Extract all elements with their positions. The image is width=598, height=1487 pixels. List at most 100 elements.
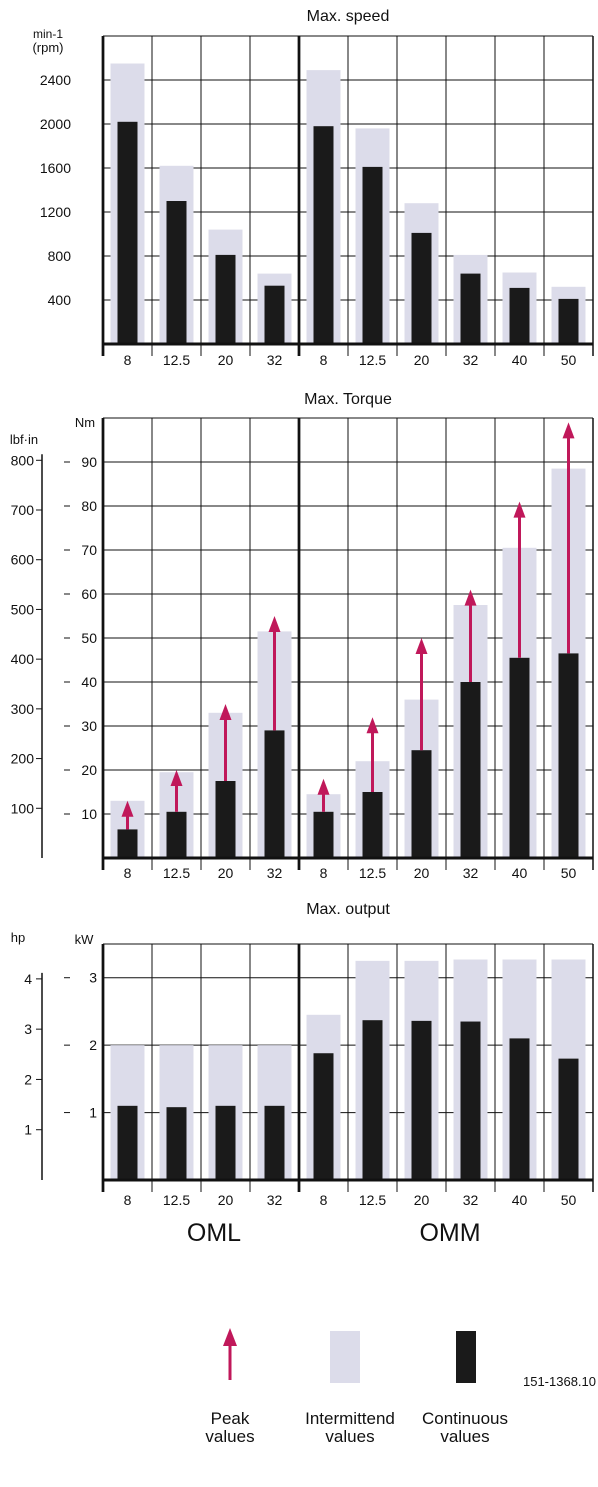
- ytick2-torque-3: 400: [11, 651, 35, 667]
- peak-arrow-head-omm-0: [317, 778, 330, 795]
- ytick-2-2: 30: [81, 718, 97, 734]
- ytick2-torque-7: 800: [11, 452, 35, 468]
- ytick-2-1: 20: [81, 762, 97, 778]
- bar-continuous-omm-8: [313, 126, 334, 344]
- ytick2-output-2: 3: [24, 1021, 32, 1037]
- legend-label-continuous: Continuous values: [405, 1410, 525, 1446]
- peak-arrow-head-oml-3: [268, 616, 281, 632]
- bar-continuous-omm-20: [411, 750, 432, 858]
- group-label-omm: OMM: [419, 1219, 480, 1247]
- chart-title-2: Max. Torque: [304, 391, 392, 408]
- ytick-1-4: 2000: [40, 116, 71, 132]
- xtick-oml-3-0: 8: [124, 1192, 132, 1208]
- bar-continuous-oml-20: [215, 254, 236, 344]
- bar-continuous-oml-8: [117, 121, 138, 344]
- legend-label-intermittent: Intermittend values: [290, 1410, 410, 1446]
- xtick-oml-2-2: 20: [218, 865, 234, 881]
- bar-continuous-oml-32: [264, 1105, 285, 1180]
- xtick-oml-1-2: 20: [218, 352, 234, 368]
- ytick2-torque-0: 100: [11, 800, 35, 816]
- bar-continuous-omm-8: [313, 811, 334, 858]
- ytick2-output-1: 2: [24, 1071, 32, 1087]
- xtick-omm-2-0: 8: [320, 865, 328, 881]
- peak-arrow-head-omm-3: [464, 589, 477, 606]
- ytick-2-6: 70: [81, 542, 97, 558]
- xtick-omm-2-4: 40: [512, 865, 528, 881]
- xtick-omm-1-5: 50: [561, 352, 577, 368]
- peak-arrow-head-omm-2: [415, 638, 428, 654]
- xtick-omm-3-0: 8: [320, 1192, 328, 1208]
- xtick-omm-3-5: 50: [561, 1192, 577, 1208]
- xtick-oml-1-3: 32: [267, 352, 283, 368]
- ytick2-torque-6: 700: [11, 502, 35, 518]
- bar-continuous-omm-20: [411, 232, 432, 344]
- xtick-omm-3-3: 32: [463, 1192, 479, 1208]
- ytick2-torque-1: 200: [11, 751, 35, 767]
- bar-continuous-oml-32: [264, 730, 285, 858]
- bar-continuous-omm-12.5: [362, 166, 383, 344]
- chart-title-1: Max. speed: [307, 8, 390, 25]
- xtick-oml-3-3: 32: [267, 1192, 283, 1208]
- ytick-1-2: 1200: [40, 204, 71, 220]
- chart-panel-2: [64, 417, 594, 870]
- ytick-3-0: 1: [89, 1105, 97, 1121]
- xtick-oml-3-2: 20: [218, 1192, 234, 1208]
- xtick-omm-3-4: 40: [512, 1192, 528, 1208]
- chart-panel-3: [64, 943, 594, 1192]
- ytick-3-2: 3: [89, 970, 97, 986]
- ytick-2-7: 80: [81, 498, 97, 514]
- ylabel-speed-unit: min-1: [33, 27, 63, 41]
- ytick2-torque-5: 600: [11, 552, 35, 568]
- ytick2-output-0: 1: [24, 1122, 32, 1138]
- chart-title-3: Max. output: [306, 901, 390, 918]
- bar-continuous-omm-12.5: [362, 1020, 383, 1180]
- bar-continuous-oml-20: [215, 1105, 236, 1180]
- bar-continuous-oml-12.5: [166, 811, 187, 858]
- peak-arrow-head-omm-5: [562, 422, 575, 439]
- ylabel-torque-lbfin: lbf·in: [10, 432, 38, 447]
- legend-continuous-line-2: values: [440, 1427, 490, 1446]
- bar-continuous-oml-8: [117, 829, 138, 858]
- bar-continuous-omm-20: [411, 1020, 432, 1180]
- xtick-oml-2-0: 8: [124, 865, 132, 881]
- xtick-oml-3-1: 12.5: [163, 1192, 190, 1208]
- ytick-2-4: 50: [81, 630, 97, 646]
- ytick-1-0: 400: [48, 292, 72, 308]
- legend-peak-line-1: Peak: [210, 1409, 250, 1428]
- bar-continuous-omm-12.5: [362, 792, 383, 858]
- bar-continuous-omm-32: [460, 273, 481, 344]
- ytick2-torque-2: 300: [11, 701, 35, 717]
- bar-continuous-oml-12.5: [166, 201, 187, 344]
- xtick-omm-1-0: 8: [320, 352, 328, 368]
- bar-continuous-omm-32: [460, 682, 481, 858]
- xtick-omm-2-1: 12.5: [359, 865, 386, 881]
- peak-arrow-head-oml-0: [121, 800, 134, 817]
- bar-continuous-oml-8: [117, 1105, 138, 1180]
- legend-continuous-line-1: Continuous: [421, 1409, 508, 1428]
- peak-arrow-head-oml-2: [219, 704, 232, 720]
- xtick-omm-1-1: 12.5: [359, 352, 386, 368]
- ytick-1-5: 2400: [40, 72, 71, 88]
- ylabel-output-hp: hp: [11, 930, 25, 945]
- legend-label-peak: Peak values: [170, 1410, 290, 1446]
- bar-continuous-omm-50: [558, 653, 579, 858]
- ytick-2-8: 90: [81, 454, 97, 470]
- ytick-1-1: 800: [48, 248, 72, 264]
- bar-continuous-omm-8: [313, 1053, 334, 1180]
- bar-continuous-omm-40: [509, 287, 530, 344]
- ytick-3-1: 2: [89, 1037, 97, 1053]
- ytick-2-5: 60: [81, 586, 97, 602]
- xtick-omm-2-3: 32: [463, 865, 479, 881]
- ylabel-torque-nm: Nm: [75, 415, 95, 430]
- ytick-2-0: 10: [81, 806, 97, 822]
- legend-continuous-swatch: [456, 1331, 476, 1383]
- xtick-oml-1-0: 8: [124, 352, 132, 368]
- ytick-2-3: 40: [81, 674, 97, 690]
- peak-arrow-head-oml-1: [170, 770, 183, 786]
- legend-peak-arrow-head: [223, 1328, 237, 1346]
- xtick-oml-1-1: 12.5: [163, 352, 190, 368]
- xtick-oml-2-1: 12.5: [163, 865, 190, 881]
- xtick-omm-2-5: 50: [561, 865, 577, 881]
- xtick-omm-3-2: 20: [414, 1192, 430, 1208]
- bar-continuous-omm-32: [460, 1021, 481, 1180]
